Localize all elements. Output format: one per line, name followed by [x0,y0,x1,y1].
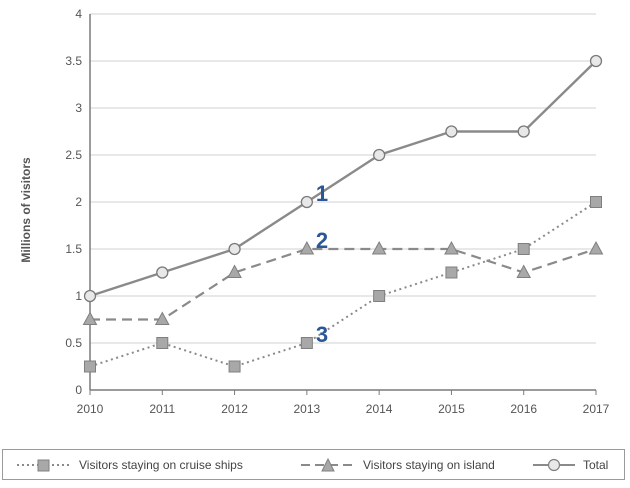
annotation-label: 2 [316,228,328,253]
legend-swatch-total [533,458,575,471]
data-point-square [590,196,602,208]
y-tick-label: 1.5 [65,242,82,256]
y-tick-label: 2.5 [65,148,82,162]
y-tick-label: 3 [75,101,82,115]
series-line-1 [90,247,597,321]
data-point-square [228,360,241,373]
data-point-triangle [371,240,387,255]
data-point-triangle [444,240,459,255]
data-point-circle [589,54,603,68]
data-point-circle [300,195,314,209]
y-tick-label: 0 [75,383,82,397]
x-tick-label: 2011 [149,402,175,416]
data-point-circle [156,266,169,279]
x-tick-label: 2017 [583,402,610,416]
legend-item-island: Visitors staying on island [299,450,495,479]
y-tick-label: 4 [75,7,82,21]
data-point-square [373,290,386,302]
x-tick-label: 2013 [294,402,321,416]
y-tick-label: 1 [75,289,82,303]
legend-label-cruise: Visitors staying on cruise ships [79,457,243,472]
x-tick-label: 2014 [366,402,393,416]
y-tick-label: 0.5 [65,336,82,350]
legend-label-island: Visitors staying on island [363,457,495,472]
line-chart: 0 0.5 1 1.5 2 2.5 3 3.5 4 2010 2011 2012 2013 2014 201… [19,7,610,416]
data-point-triangle [588,240,604,255]
chart-legend: Visitors staying on cruise ships Visitor… [2,449,625,480]
series-line-0 [89,201,597,368]
annotation-label: 3 [316,322,328,347]
data-point-square [445,266,458,279]
y-axis-title: Millions of visitors [19,157,33,263]
data-point-triangle [82,311,98,325]
x-tick-label: 2016 [510,402,537,416]
data-point-square [300,337,313,349]
data-point-circle [445,125,458,138]
data-point-triangle [227,264,242,278]
x-tick-label: 2012 [221,402,248,416]
legend-swatch-cruise [17,459,71,471]
data-point-triangle [154,311,170,325]
legend-swatch-island [301,457,355,471]
data-point-circle [372,148,386,162]
data-point-circle [228,242,241,256]
data-point-triangle [516,264,532,278]
legend-label-total: Total [583,457,609,472]
data-point-circle [83,289,97,303]
data-point-triangle [299,240,315,255]
x-tick-label: 2010 [77,402,104,416]
x-tick-label: 2015 [438,402,465,416]
y-tick-label: 2 [75,195,82,209]
annotation-label: 1 [316,181,328,206]
data-point-square [156,337,169,349]
legend-item-total: Total [531,450,608,479]
y-tick-label: 3.5 [65,54,82,68]
data-point-square [517,243,530,255]
data-point-circle [517,125,530,138]
legend-item-cruise: Visitors staying on cruise ships [15,450,243,479]
data-point-square [84,360,96,373]
series-line-2 [89,60,597,298]
